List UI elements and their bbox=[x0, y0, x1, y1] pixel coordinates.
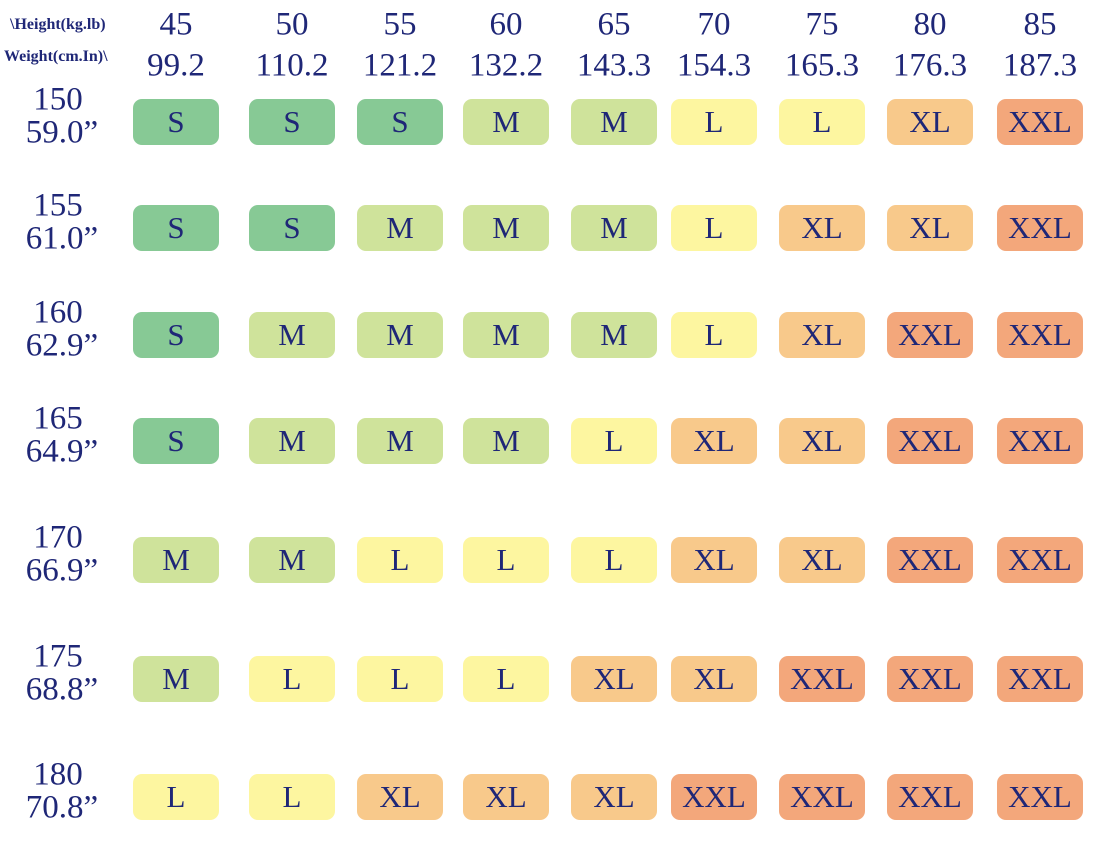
size-cell: XXL bbox=[779, 774, 865, 820]
size-cell: XL bbox=[671, 537, 757, 583]
row-cm: 165 bbox=[33, 400, 83, 437]
size-cell: M bbox=[249, 537, 335, 583]
size-cell: S bbox=[133, 418, 219, 464]
size-cell: XXL bbox=[887, 656, 973, 702]
size-cell: M bbox=[357, 205, 443, 251]
size-cell: L bbox=[249, 656, 335, 702]
row-cm: 155 bbox=[33, 187, 83, 224]
size-cell: M bbox=[357, 312, 443, 358]
row-cm: 175 bbox=[33, 638, 83, 675]
size-cell: L bbox=[249, 774, 335, 820]
size-cell: XXL bbox=[997, 99, 1083, 145]
size-cell: XXL bbox=[997, 418, 1083, 464]
size-cell: XL bbox=[887, 99, 973, 145]
size-cell: XL bbox=[571, 656, 657, 702]
size-cell: S bbox=[133, 205, 219, 251]
size-cell: M bbox=[357, 418, 443, 464]
column-kg: 85 bbox=[1023, 6, 1057, 43]
column-lb: 165.3 bbox=[784, 47, 860, 84]
column-kg: 45 bbox=[159, 6, 193, 43]
size-cell: L bbox=[571, 537, 657, 583]
size-cell: L bbox=[463, 537, 549, 583]
column-lb: 132.2 bbox=[468, 47, 544, 84]
size-cell: M bbox=[133, 537, 219, 583]
column-kg: 50 bbox=[275, 6, 309, 43]
column-lb: 121.2 bbox=[362, 47, 438, 84]
row-in: 59.0” bbox=[25, 114, 99, 151]
size-cell: L bbox=[779, 99, 865, 145]
size-cell: M bbox=[133, 656, 219, 702]
size-cell: XXL bbox=[997, 537, 1083, 583]
column-lb: 176.3 bbox=[892, 47, 968, 84]
row-in: 62.9” bbox=[25, 327, 99, 364]
size-cell: L bbox=[671, 205, 757, 251]
size-cell: XL bbox=[357, 774, 443, 820]
size-cell: XL bbox=[779, 312, 865, 358]
size-cell: S bbox=[357, 99, 443, 145]
size-cell: M bbox=[571, 205, 657, 251]
column-lb: 110.2 bbox=[255, 47, 329, 84]
size-cell: L bbox=[357, 537, 443, 583]
size-cell: XXL bbox=[779, 656, 865, 702]
column-lb: 154.3 bbox=[676, 47, 752, 84]
row-in: 61.0” bbox=[25, 220, 99, 257]
column-lb: 143.3 bbox=[576, 47, 652, 84]
size-cell: XXL bbox=[997, 312, 1083, 358]
size-cell: L bbox=[571, 418, 657, 464]
size-cell: XXL bbox=[997, 774, 1083, 820]
size-cell: XXL bbox=[887, 774, 973, 820]
row-cm: 180 bbox=[33, 756, 83, 793]
size-cell: XL bbox=[779, 537, 865, 583]
column-kg: 55 bbox=[383, 6, 417, 43]
size-cell: L bbox=[133, 774, 219, 820]
column-kg: 70 bbox=[697, 6, 731, 43]
size-cell: XXL bbox=[997, 656, 1083, 702]
column-kg: 75 bbox=[805, 6, 839, 43]
size-cell: XXL bbox=[671, 774, 757, 820]
size-cell: XL bbox=[779, 418, 865, 464]
size-cell: S bbox=[133, 312, 219, 358]
size-cell: L bbox=[463, 656, 549, 702]
row-cm: 150 bbox=[33, 81, 83, 118]
column-kg: 80 bbox=[913, 6, 947, 43]
size-cell: L bbox=[671, 312, 757, 358]
column-kg: 60 bbox=[489, 6, 523, 43]
size-cell: XL bbox=[671, 418, 757, 464]
size-cell: M bbox=[463, 205, 549, 251]
size-cell: S bbox=[249, 205, 335, 251]
size-cell: M bbox=[463, 99, 549, 145]
size-cell: XL bbox=[571, 774, 657, 820]
size-cell: XL bbox=[779, 205, 865, 251]
size-cell: M bbox=[249, 312, 335, 358]
column-kg: 65 bbox=[597, 6, 631, 43]
size-cell: M bbox=[249, 418, 335, 464]
size-cell: M bbox=[463, 418, 549, 464]
column-lb: 187.3 bbox=[1002, 47, 1078, 84]
size-cell: XXL bbox=[997, 205, 1083, 251]
size-cell: XL bbox=[671, 656, 757, 702]
row-cm: 170 bbox=[33, 519, 83, 556]
size-cell: M bbox=[463, 312, 549, 358]
row-in: 66.9” bbox=[25, 552, 99, 589]
row-cm: 160 bbox=[33, 294, 83, 331]
size-cell: L bbox=[357, 656, 443, 702]
size-cell: XL bbox=[463, 774, 549, 820]
size-cell: XL bbox=[887, 205, 973, 251]
size-cell: M bbox=[571, 99, 657, 145]
size-cell: S bbox=[133, 99, 219, 145]
corner-bottom: Weight(cm.In)\ bbox=[4, 48, 108, 65]
row-in: 70.8” bbox=[25, 789, 99, 826]
size-cell: M bbox=[571, 312, 657, 358]
column-lb: 99.2 bbox=[147, 47, 205, 84]
corner-top: \Height(kg.lb) bbox=[10, 16, 106, 33]
size-cell: S bbox=[249, 99, 335, 145]
size-cell: XXL bbox=[887, 537, 973, 583]
size-cell: XXL bbox=[887, 418, 973, 464]
row-in: 64.9” bbox=[25, 433, 99, 470]
size-cell: XXL bbox=[887, 312, 973, 358]
row-in: 68.8” bbox=[25, 671, 99, 708]
size-cell: L bbox=[671, 99, 757, 145]
